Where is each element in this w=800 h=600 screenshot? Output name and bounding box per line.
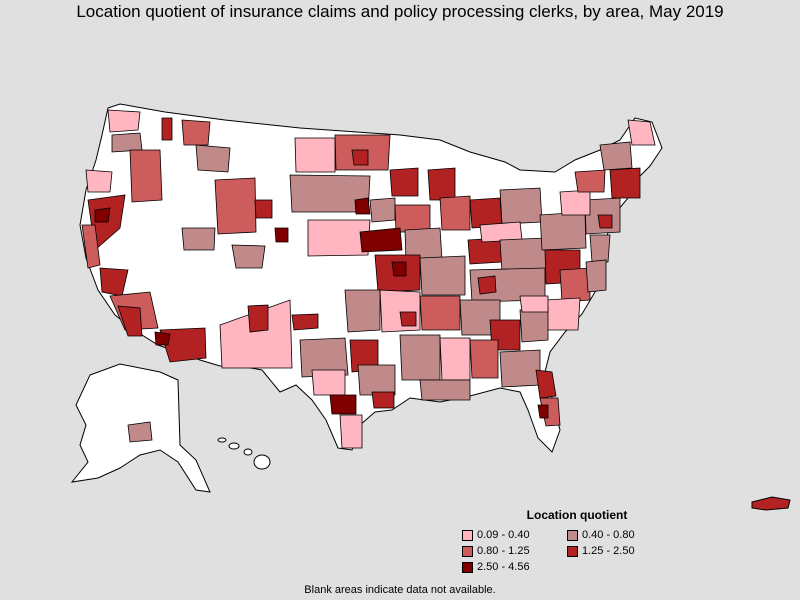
legend-item-4: 2.50 - 4.56	[462, 560, 567, 574]
alaska-area-region	[127, 421, 153, 443]
area-regions	[81, 109, 656, 449]
hawaii-shape	[217, 437, 271, 470]
legend-label: 0.40 - 0.80	[582, 529, 635, 541]
legend-swatch	[567, 545, 578, 557]
legend-title: Location quotient	[526, 508, 628, 522]
legend-swatch	[567, 529, 578, 541]
legend-swatch	[462, 545, 473, 557]
legend-item-1: 0.40 - 0.80	[567, 528, 677, 542]
legend-label: 0.09 - 0.40	[477, 529, 530, 541]
legend-item-3: 1.25 - 2.50	[567, 544, 677, 558]
legend-label: 1.25 - 2.50	[582, 545, 635, 557]
footnote: Blank areas indicate data not available.	[304, 584, 496, 596]
legend-swatch	[462, 561, 473, 573]
legend-swatch	[462, 529, 473, 541]
legend-item-0: 0.09 - 0.40	[462, 528, 567, 542]
legend: Location quotient 0.09 - 0.40 0.40 - 0.8…	[462, 508, 682, 574]
legend-label: 2.50 - 4.56	[477, 561, 530, 573]
puerto-rico-shape	[751, 496, 791, 511]
legend-label: 0.80 - 1.25	[477, 545, 530, 557]
legend-item-2: 0.80 - 1.25	[462, 544, 567, 558]
map-title: Location quotient of insurance claims an…	[76, 2, 724, 21]
